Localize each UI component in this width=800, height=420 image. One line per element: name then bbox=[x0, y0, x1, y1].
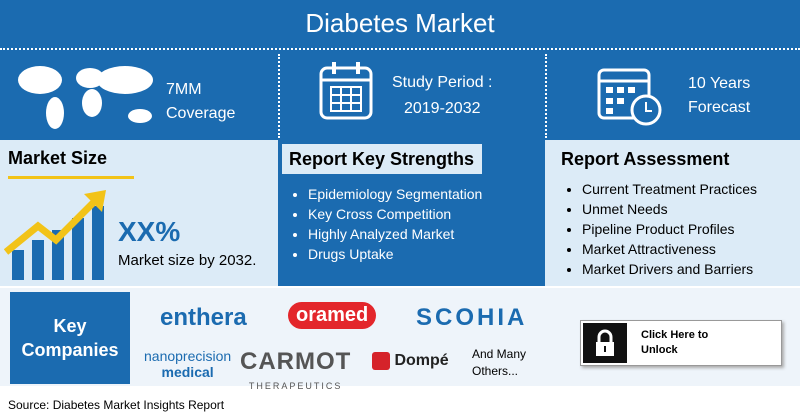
heading: Report Key Strengths bbox=[289, 149, 475, 169]
assessment-list: Current Treatment PracticesUnmet NeedsPi… bbox=[564, 179, 757, 279]
button-label: Click Here to Unlock bbox=[641, 329, 709, 356]
heading-box bbox=[282, 144, 482, 174]
forecast-icon bbox=[597, 68, 662, 126]
list-item: Key Cross Competition bbox=[308, 204, 482, 224]
market-size-panel bbox=[0, 140, 278, 286]
lock-box bbox=[583, 323, 627, 363]
list-item: Market Drivers and Barriers bbox=[582, 259, 757, 279]
text: 2019-2032 bbox=[403, 100, 481, 117]
forecast: 10 Years Forecast bbox=[688, 72, 750, 120]
study-period: Study Period : 2019-2032 bbox=[392, 70, 493, 122]
divider bbox=[0, 48, 800, 50]
source: Source: Diabetes Market Insights Report bbox=[8, 398, 225, 412]
text: 10 Years bbox=[688, 75, 751, 92]
list-item: Epidemiology Segmentation bbox=[308, 184, 482, 204]
growth-icon bbox=[4, 190, 106, 280]
company: enthera bbox=[160, 304, 247, 331]
heading: Report Assessment bbox=[561, 149, 730, 169]
strengths-list: Epidemiology SegmentationKey Cross Compe… bbox=[290, 184, 482, 264]
company: Dompé bbox=[372, 352, 449, 370]
text: nanoprecision bbox=[144, 348, 232, 364]
company: SCOHIA bbox=[416, 304, 528, 331]
text: THERAPEUTICS bbox=[248, 381, 343, 391]
lock-icon bbox=[596, 329, 614, 356]
divider bbox=[545, 54, 547, 138]
company: nanoprecision medical bbox=[144, 348, 231, 380]
company: CARMOT THERAPEUTICS bbox=[240, 348, 351, 394]
assessment-panel bbox=[545, 140, 800, 286]
text: Forecast bbox=[688, 99, 751, 116]
list-item: Unmet Needs bbox=[582, 199, 757, 219]
heading: Market Size bbox=[8, 148, 108, 168]
title: Diabetes Market bbox=[305, 8, 495, 38]
text: Study Period : bbox=[392, 74, 493, 91]
text: Dompé bbox=[394, 352, 449, 370]
list-item: Highly Analyzed Market bbox=[308, 224, 482, 244]
list-item: Drugs Uptake bbox=[308, 244, 482, 264]
text: medical bbox=[161, 364, 214, 380]
list-item: Current Treatment Practices bbox=[582, 179, 757, 199]
divider bbox=[278, 54, 280, 138]
coverage: 7MM Coverage bbox=[166, 78, 235, 126]
company: oramed bbox=[288, 302, 377, 329]
companies-heading: Key Companies bbox=[10, 292, 130, 384]
market-value: XX% bbox=[118, 216, 181, 247]
world-map-icon bbox=[18, 66, 153, 129]
unlock-button[interactable]: Click Here to Unlock bbox=[580, 320, 782, 366]
list-item: Market Attractiveness bbox=[582, 239, 757, 259]
text: Coverage bbox=[166, 105, 236, 122]
logo bbox=[372, 352, 390, 370]
caption: Market size by 2032. bbox=[118, 252, 257, 269]
calendar-icon bbox=[319, 62, 373, 120]
list-item: Pipeline Product Profiles bbox=[582, 219, 757, 239]
underline bbox=[8, 176, 134, 179]
more: And Many Others... bbox=[472, 347, 527, 378]
text: CARMOT bbox=[240, 348, 352, 375]
text: 7MM bbox=[166, 81, 202, 98]
